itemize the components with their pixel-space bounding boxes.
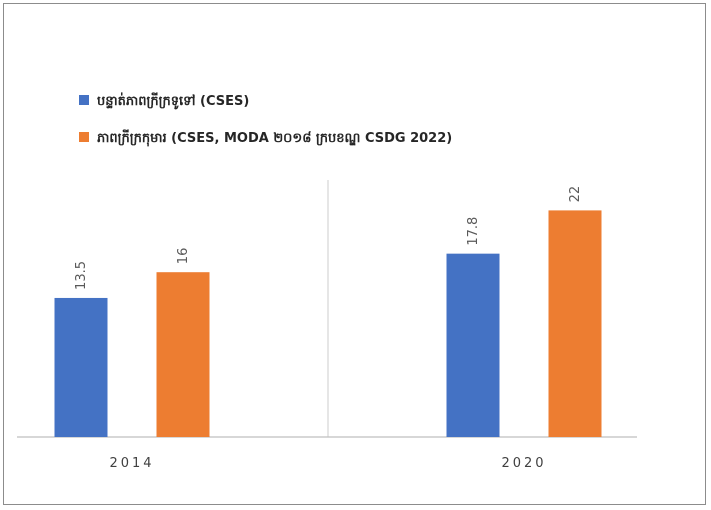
legend-swatch-series-2 — [79, 132, 89, 142]
legend-label-series-2: ភាពក្រីក្រកុមារ (CSES, MODA ២០១៨ ក្របខណ្… — [97, 129, 452, 147]
x-axis-ticks: 2014 2020 — [109, 456, 546, 471]
x-tick-label-2014: 2014 — [109, 456, 154, 471]
data-label-2014-series-2: 16 — [176, 248, 191, 265]
data-label-2020-series-1: 17.8 — [466, 217, 481, 246]
bar-2020-series-2 — [548, 210, 602, 437]
bar-2014-series-1 — [54, 297, 108, 437]
data-label-2014-series-1: 13.5 — [74, 261, 89, 290]
legend-label-series-1: បន្ទាត់ភាពក្រីក្រទូទៅ (CSES) — [97, 92, 249, 110]
bars-group — [54, 210, 602, 437]
x-tick-label-2020: 2020 — [501, 456, 546, 471]
data-label-2020-series-2: 22 — [568, 186, 583, 203]
legend-swatch-series-1 — [79, 95, 89, 105]
data-labels-group: 13.5 16 17.8 22 — [74, 186, 583, 290]
bar-2014-series-2 — [156, 272, 210, 437]
bar-2020-series-1 — [446, 253, 500, 437]
legend: បន្ទាត់ភាពក្រីក្រទូទៅ (CSES) ភាពក្រីក្រក… — [79, 92, 452, 147]
